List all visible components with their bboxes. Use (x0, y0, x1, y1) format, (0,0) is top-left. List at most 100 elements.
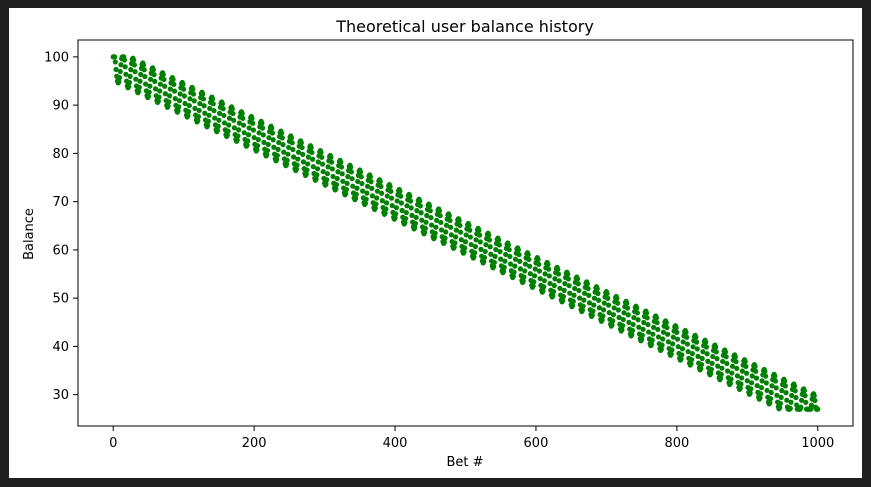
data-point (678, 356, 684, 362)
data-point (285, 151, 291, 157)
data-point (507, 253, 513, 260)
data-point (319, 154, 325, 160)
data-point (407, 193, 413, 199)
data-point (354, 185, 360, 191)
data-point (274, 152, 280, 159)
data-point (767, 396, 774, 402)
data-point (308, 145, 314, 151)
data-point (352, 195, 359, 202)
data-point (181, 93, 187, 99)
data-point (724, 368, 731, 374)
data-point (579, 307, 586, 313)
data-point (644, 315, 650, 321)
data-point (325, 164, 331, 170)
data-point (209, 96, 216, 102)
data-point (787, 405, 793, 411)
data-point (729, 370, 735, 376)
data-point (466, 222, 472, 229)
data-point (305, 161, 311, 167)
data-point (250, 120, 256, 126)
data-point (718, 371, 724, 377)
y-tick-label: 100 (44, 50, 69, 65)
data-point (527, 271, 533, 277)
data-point (275, 146, 281, 152)
data-point (249, 115, 255, 122)
data-point (717, 375, 724, 381)
data-point (226, 115, 233, 121)
data-point (606, 310, 612, 316)
data-point (467, 234, 474, 240)
data-point (680, 339, 686, 345)
data-point (498, 256, 504, 262)
data-point (367, 174, 373, 180)
data-point (288, 135, 295, 141)
data-point (260, 132, 266, 138)
data-point (338, 159, 344, 165)
data-point (729, 363, 736, 369)
data-point (525, 252, 531, 258)
data-point (205, 118, 211, 124)
data-point (566, 283, 572, 289)
data-point (772, 373, 778, 379)
data-point (600, 307, 607, 313)
data-point (457, 229, 464, 235)
data-point (515, 247, 521, 253)
data-point (703, 339, 709, 345)
y-axis-ticks: 30 40 50 60 70 80 90 100 (44, 50, 78, 403)
data-point (722, 349, 729, 355)
data-point (387, 183, 393, 190)
data-point (758, 391, 764, 397)
data-point (186, 109, 192, 115)
data-point (266, 135, 272, 141)
data-point (167, 86, 173, 92)
data-point (747, 390, 753, 396)
data-point (284, 157, 290, 163)
data-point (132, 69, 138, 75)
data-point (586, 300, 593, 306)
data-point (196, 107, 202, 114)
data-point (147, 83, 153, 89)
data-point (565, 276, 571, 282)
data-point (663, 320, 669, 326)
y-tick-label: 90 (52, 99, 69, 114)
data-point (481, 259, 487, 265)
data-point (135, 88, 142, 95)
data-point (631, 315, 637, 321)
data-point (580, 303, 586, 309)
data-point (219, 101, 226, 107)
data-point (614, 295, 620, 302)
data-point (604, 290, 610, 297)
data-point (234, 137, 240, 143)
data-point (250, 127, 257, 133)
data-point (181, 86, 187, 92)
data-point (310, 156, 316, 162)
data-point (318, 149, 324, 156)
data-point (789, 392, 795, 399)
data-point (584, 281, 590, 287)
data-point (778, 394, 784, 400)
data-point (599, 317, 605, 323)
data-point (748, 386, 754, 392)
data-point (794, 402, 800, 408)
data-point (152, 78, 158, 85)
data-point (646, 329, 652, 335)
data-point (688, 361, 694, 367)
data-point (298, 140, 304, 146)
data-point (708, 366, 714, 373)
data-point (713, 349, 719, 355)
data-point (432, 230, 438, 236)
data-point (788, 399, 794, 405)
data-point (562, 281, 568, 287)
data-point (630, 321, 636, 328)
data-point (595, 290, 601, 297)
data-point (782, 378, 788, 384)
data-point (358, 174, 364, 180)
data-point (767, 400, 773, 406)
data-point (350, 183, 356, 189)
chart-figure: Theoretical user balance history 0 200 400… (9, 8, 862, 478)
data-point (340, 178, 346, 184)
data-point (639, 332, 645, 338)
data-point (723, 354, 729, 360)
data-point (635, 317, 641, 323)
y-axis-label: Balance (22, 208, 37, 260)
